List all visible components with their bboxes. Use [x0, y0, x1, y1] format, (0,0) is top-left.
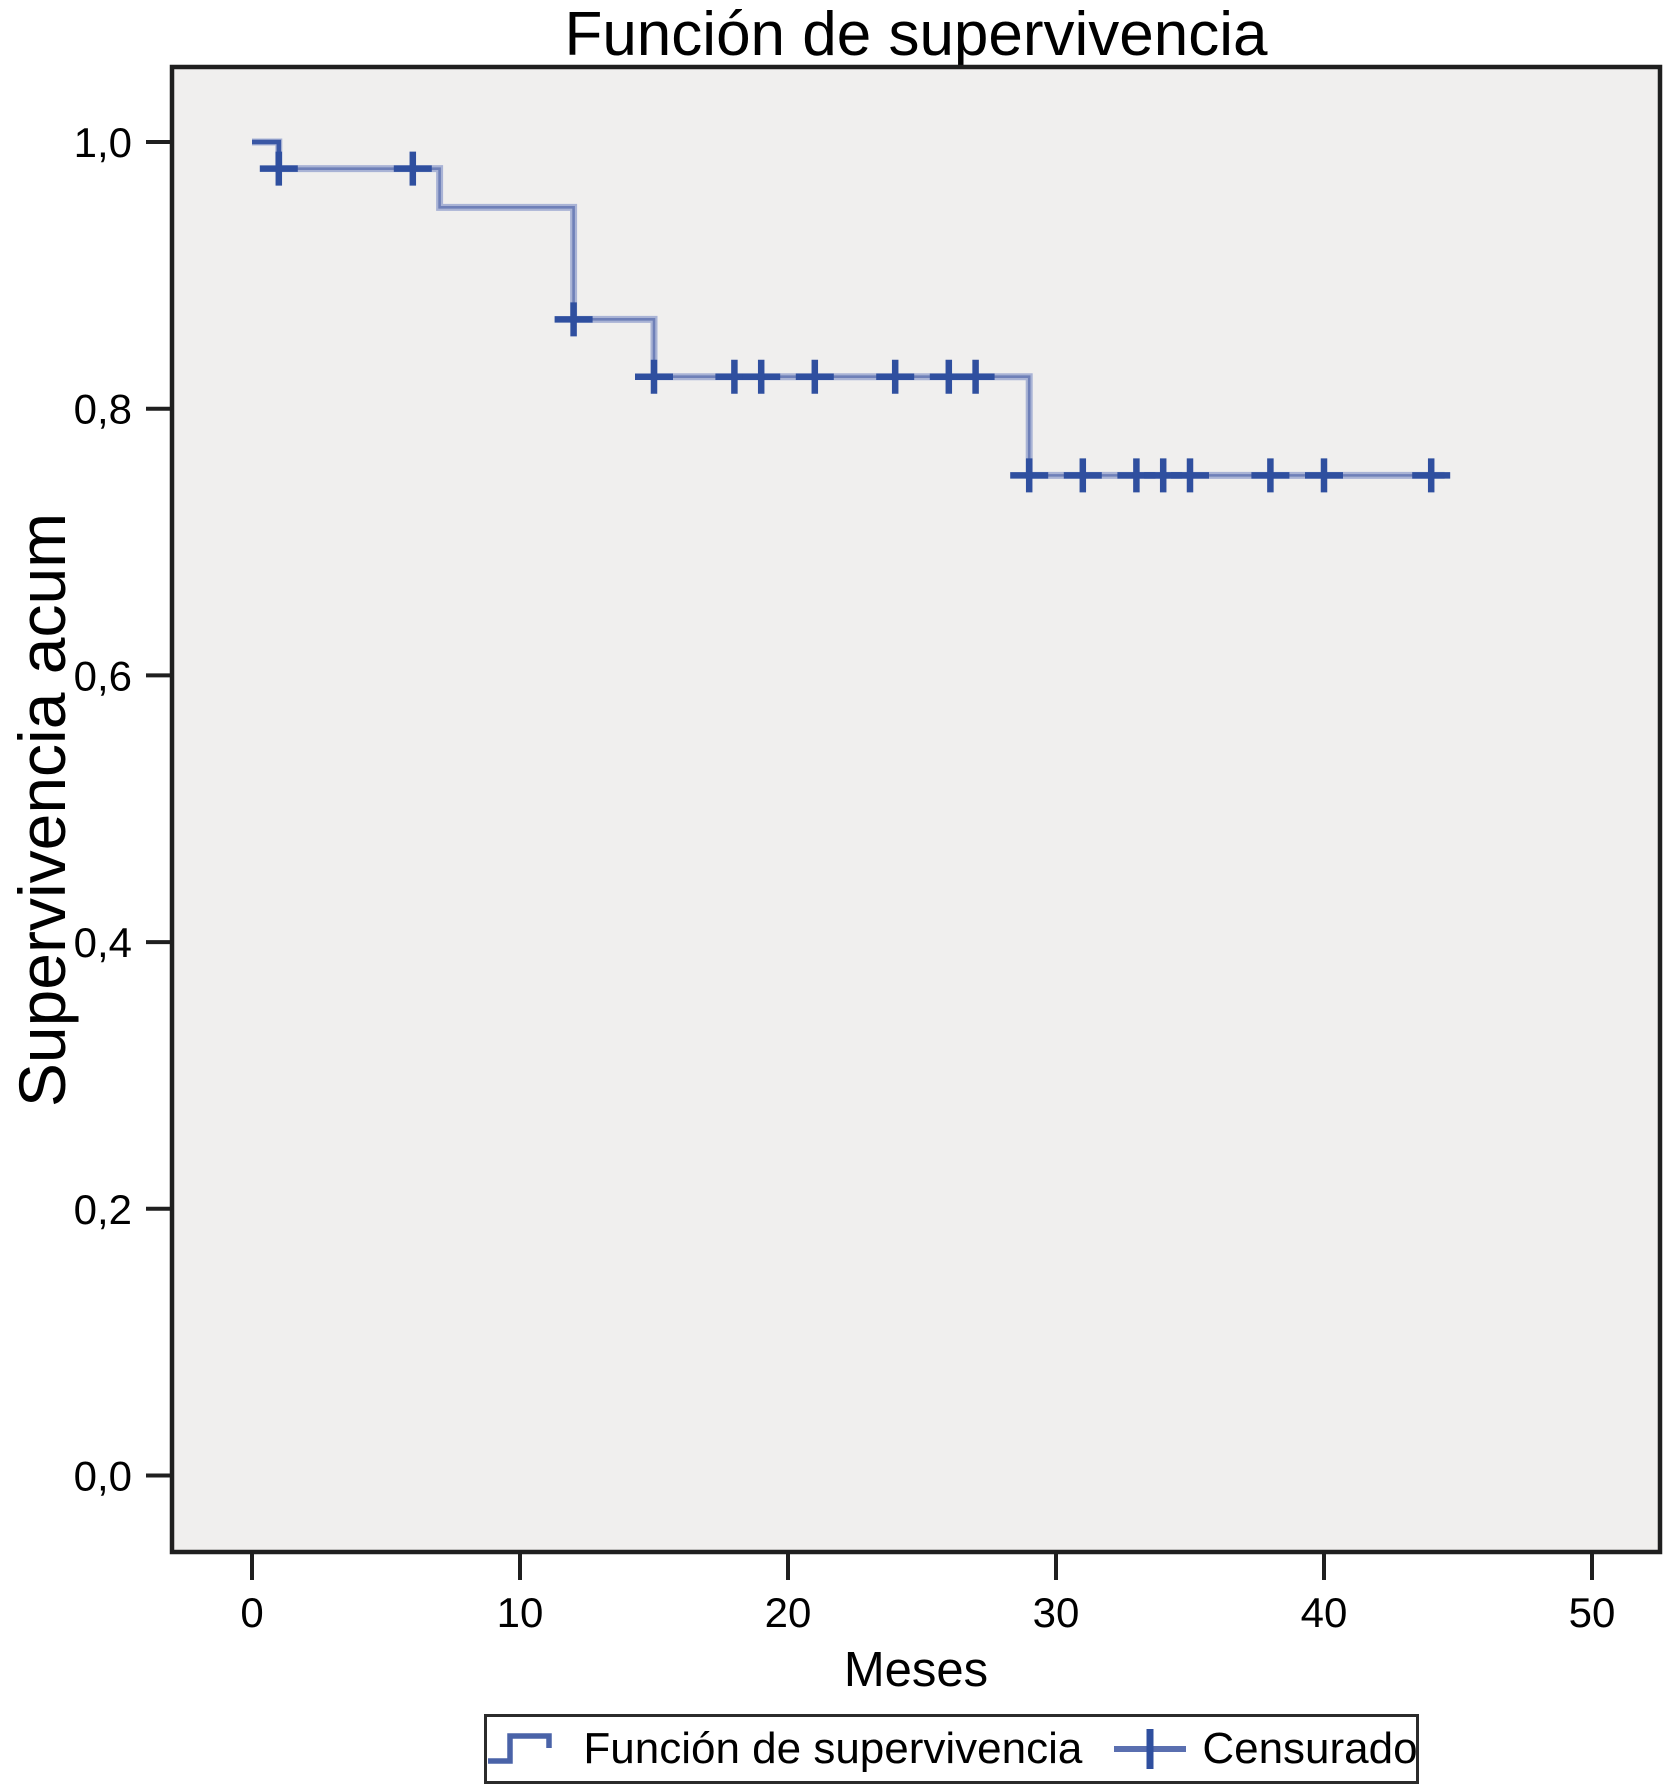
censor-mark: [1251, 458, 1290, 493]
legend-label-censored: Censurado: [1202, 1724, 1418, 1773]
censor-mark: [1063, 458, 1102, 493]
x-tick-label: 20: [765, 1589, 812, 1636]
censor-mark: [393, 151, 432, 186]
x-axis-label: Meses: [843, 1643, 989, 1697]
censor-mark: [1412, 458, 1451, 493]
plot-panel: [169, 64, 1663, 1555]
chart-title: Función de supervivencia: [564, 0, 1268, 69]
legend-item-censored: Censurado: [1112, 1724, 1418, 1774]
censor-mark: [635, 359, 673, 394]
y-tick-label: 0,0: [74, 1453, 132, 1500]
y-tick-label: 1,0: [74, 119, 132, 166]
censor-mark: [259, 151, 298, 186]
censor-mark: [554, 302, 593, 337]
legend-item-survival: Función de supervivencia: [485, 1724, 1082, 1774]
y-tick-label: 0,8: [74, 386, 132, 433]
y-tick-label: 0,6: [74, 652, 132, 699]
censor-mark: [1171, 458, 1209, 493]
x-tick-label: 0: [240, 1589, 263, 1636]
x-tick-label: 30: [1033, 1589, 1080, 1636]
step-line-icon: [488, 1733, 553, 1764]
y-tick-label: 0,2: [74, 1186, 132, 1233]
legend-label-survival: Función de supervivencia: [583, 1724, 1083, 1773]
plus-icon: [1114, 1729, 1187, 1769]
legend: Función de supervivencia Censurado: [484, 1714, 1419, 1784]
censor-mark: [795, 359, 834, 394]
x-tick-label: 10: [497, 1589, 544, 1636]
censor-mark: [742, 359, 781, 394]
x-tick-label: 40: [1301, 1589, 1348, 1636]
y-tick-label: 0,4: [74, 919, 132, 966]
censor-mark: [956, 359, 995, 394]
censor-mark: [1305, 458, 1343, 493]
censor-mark: [1010, 458, 1049, 493]
x-tick-label: 50: [1569, 1589, 1616, 1636]
censor-mark: [876, 359, 915, 394]
